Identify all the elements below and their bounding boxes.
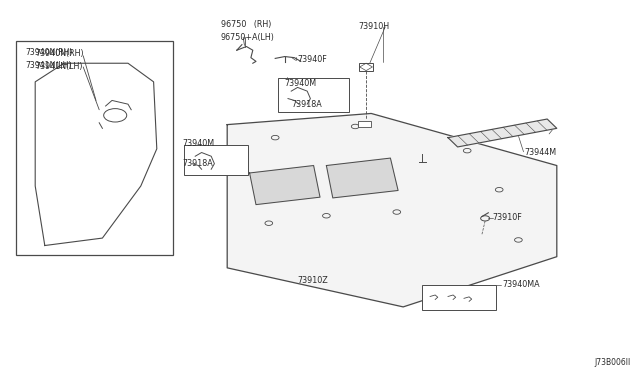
Bar (184, 145, 248, 175)
Bar (16, 41, 173, 255)
Text: 73940N(RH): 73940N(RH) (35, 49, 84, 58)
Text: 73918AA: 73918AA (422, 302, 459, 311)
Bar (358, 121, 371, 127)
Bar (359, 63, 373, 71)
Text: 73944M: 73944M (525, 148, 557, 157)
Polygon shape (448, 119, 557, 147)
Polygon shape (326, 158, 398, 198)
Text: 73940M: 73940M (285, 79, 317, 88)
Text: 73941N(LH): 73941N(LH) (35, 62, 83, 71)
Text: 73940F: 73940F (298, 55, 327, 64)
Text: 73940MA: 73940MA (502, 280, 540, 289)
Text: 96750+A(LH): 96750+A(LH) (221, 33, 275, 42)
Bar (422, 285, 496, 310)
Text: 73910H: 73910H (358, 22, 390, 31)
Polygon shape (250, 166, 320, 205)
Bar (278, 78, 349, 112)
Text: 73910F: 73910F (493, 213, 522, 222)
Text: 73918A: 73918A (291, 100, 322, 109)
Polygon shape (227, 113, 557, 307)
Text: 73940M: 73940M (182, 139, 214, 148)
Text: 96750   (RH): 96750 (RH) (221, 20, 271, 29)
Text: 73941N(LH): 73941N(LH) (26, 61, 72, 70)
Text: J73B006II: J73B006II (594, 358, 630, 367)
Text: 73918A: 73918A (182, 159, 213, 168)
Text: 73940N(RH): 73940N(RH) (26, 48, 73, 57)
Text: 73910Z: 73910Z (298, 276, 328, 285)
